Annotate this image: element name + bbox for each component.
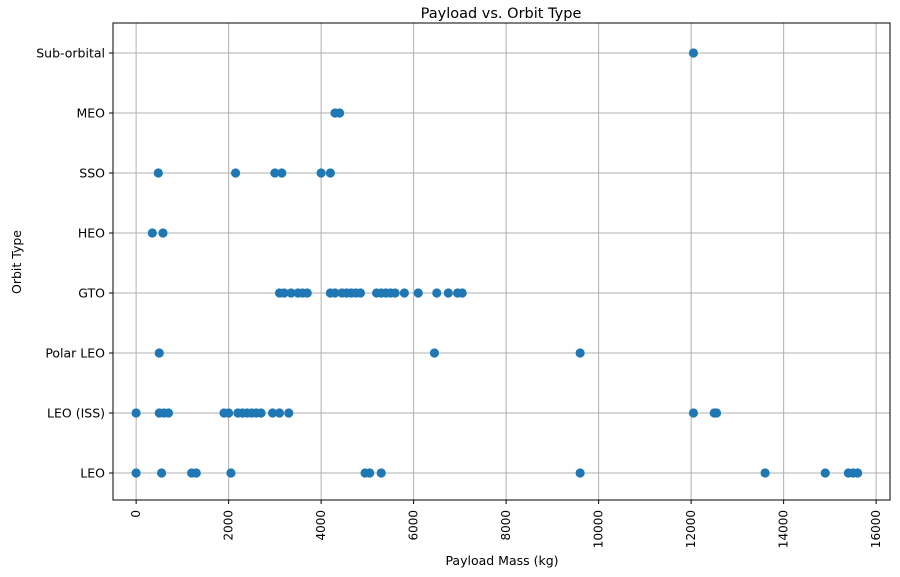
data-point <box>158 228 168 238</box>
data-point <box>230 168 241 178</box>
data-point <box>390 288 400 298</box>
x-axis-ticks: 0 2000 4000 6000 8000 10000 12000 14000 16000 <box>129 500 883 548</box>
plot-frame <box>112 22 891 501</box>
data-point <box>365 468 375 478</box>
data-point <box>355 288 366 298</box>
y-tick-label: LEO <box>80 466 105 481</box>
y-tick-label: HEO <box>78 226 105 241</box>
data-point <box>156 468 167 478</box>
data-point <box>688 408 699 418</box>
data-point <box>131 408 141 418</box>
data-point <box>279 288 289 298</box>
x-tick-label: 0 <box>129 510 143 518</box>
data-point <box>163 408 174 418</box>
data-point <box>432 288 442 298</box>
data-point <box>256 408 266 418</box>
x-tick-label: 4000 <box>314 510 328 541</box>
x-tick-label: 16000 <box>869 510 883 548</box>
data-point <box>688 48 699 58</box>
data-point <box>443 288 453 298</box>
data-point <box>711 408 722 418</box>
data-point <box>575 468 585 478</box>
y-tick-label: GTO <box>78 286 105 301</box>
data-point <box>399 288 409 298</box>
data-point <box>286 288 296 298</box>
data-point <box>147 228 157 238</box>
data-point <box>316 168 326 178</box>
data-point <box>376 468 386 478</box>
data-point <box>131 468 141 478</box>
x-tick-label: 12000 <box>684 510 698 548</box>
x-tick-label: 14000 <box>777 510 791 548</box>
data-point <box>335 108 345 118</box>
data-point <box>226 468 236 478</box>
y-axis-ticks: LEO LEO (ISS) Polar LEO GTO HEO SSO MEO Sub-orb… <box>36 46 113 481</box>
data-point <box>284 408 294 418</box>
data-point <box>270 168 280 178</box>
x-tick-label: 8000 <box>499 510 513 541</box>
points-layer <box>131 48 863 478</box>
data-point <box>224 408 234 418</box>
y-tick-label: LEO (ISS) <box>47 406 105 421</box>
grid-layer <box>113 23 890 500</box>
data-point <box>325 168 335 178</box>
data-point <box>457 288 467 298</box>
data-point <box>153 168 163 178</box>
data-point <box>820 468 830 478</box>
data-point <box>853 468 863 478</box>
data-point <box>277 168 287 178</box>
data-point <box>429 348 440 358</box>
data-point <box>274 408 285 418</box>
data-point <box>413 288 423 298</box>
data-point <box>154 348 164 358</box>
data-point <box>302 288 312 298</box>
data-point <box>575 348 585 358</box>
x-axis-label: Payload Mass (kg) <box>445 553 558 568</box>
data-point <box>191 468 201 478</box>
data-point <box>760 468 770 478</box>
y-axis-label: Orbit Type <box>9 230 24 294</box>
y-tick-label: SSO <box>79 166 105 181</box>
y-tick-label: Sub-orbital <box>36 46 105 61</box>
chart-title: Payload vs. Orbit Type <box>421 6 582 22</box>
data-point <box>330 288 340 298</box>
data-point <box>267 408 278 418</box>
y-tick-label: Polar LEO <box>45 346 105 361</box>
x-tick-label: 2000 <box>222 510 236 541</box>
x-tick-label: 6000 <box>407 510 421 541</box>
y-tick-label: MEO <box>76 106 105 121</box>
x-tick-label: 10000 <box>592 510 606 548</box>
